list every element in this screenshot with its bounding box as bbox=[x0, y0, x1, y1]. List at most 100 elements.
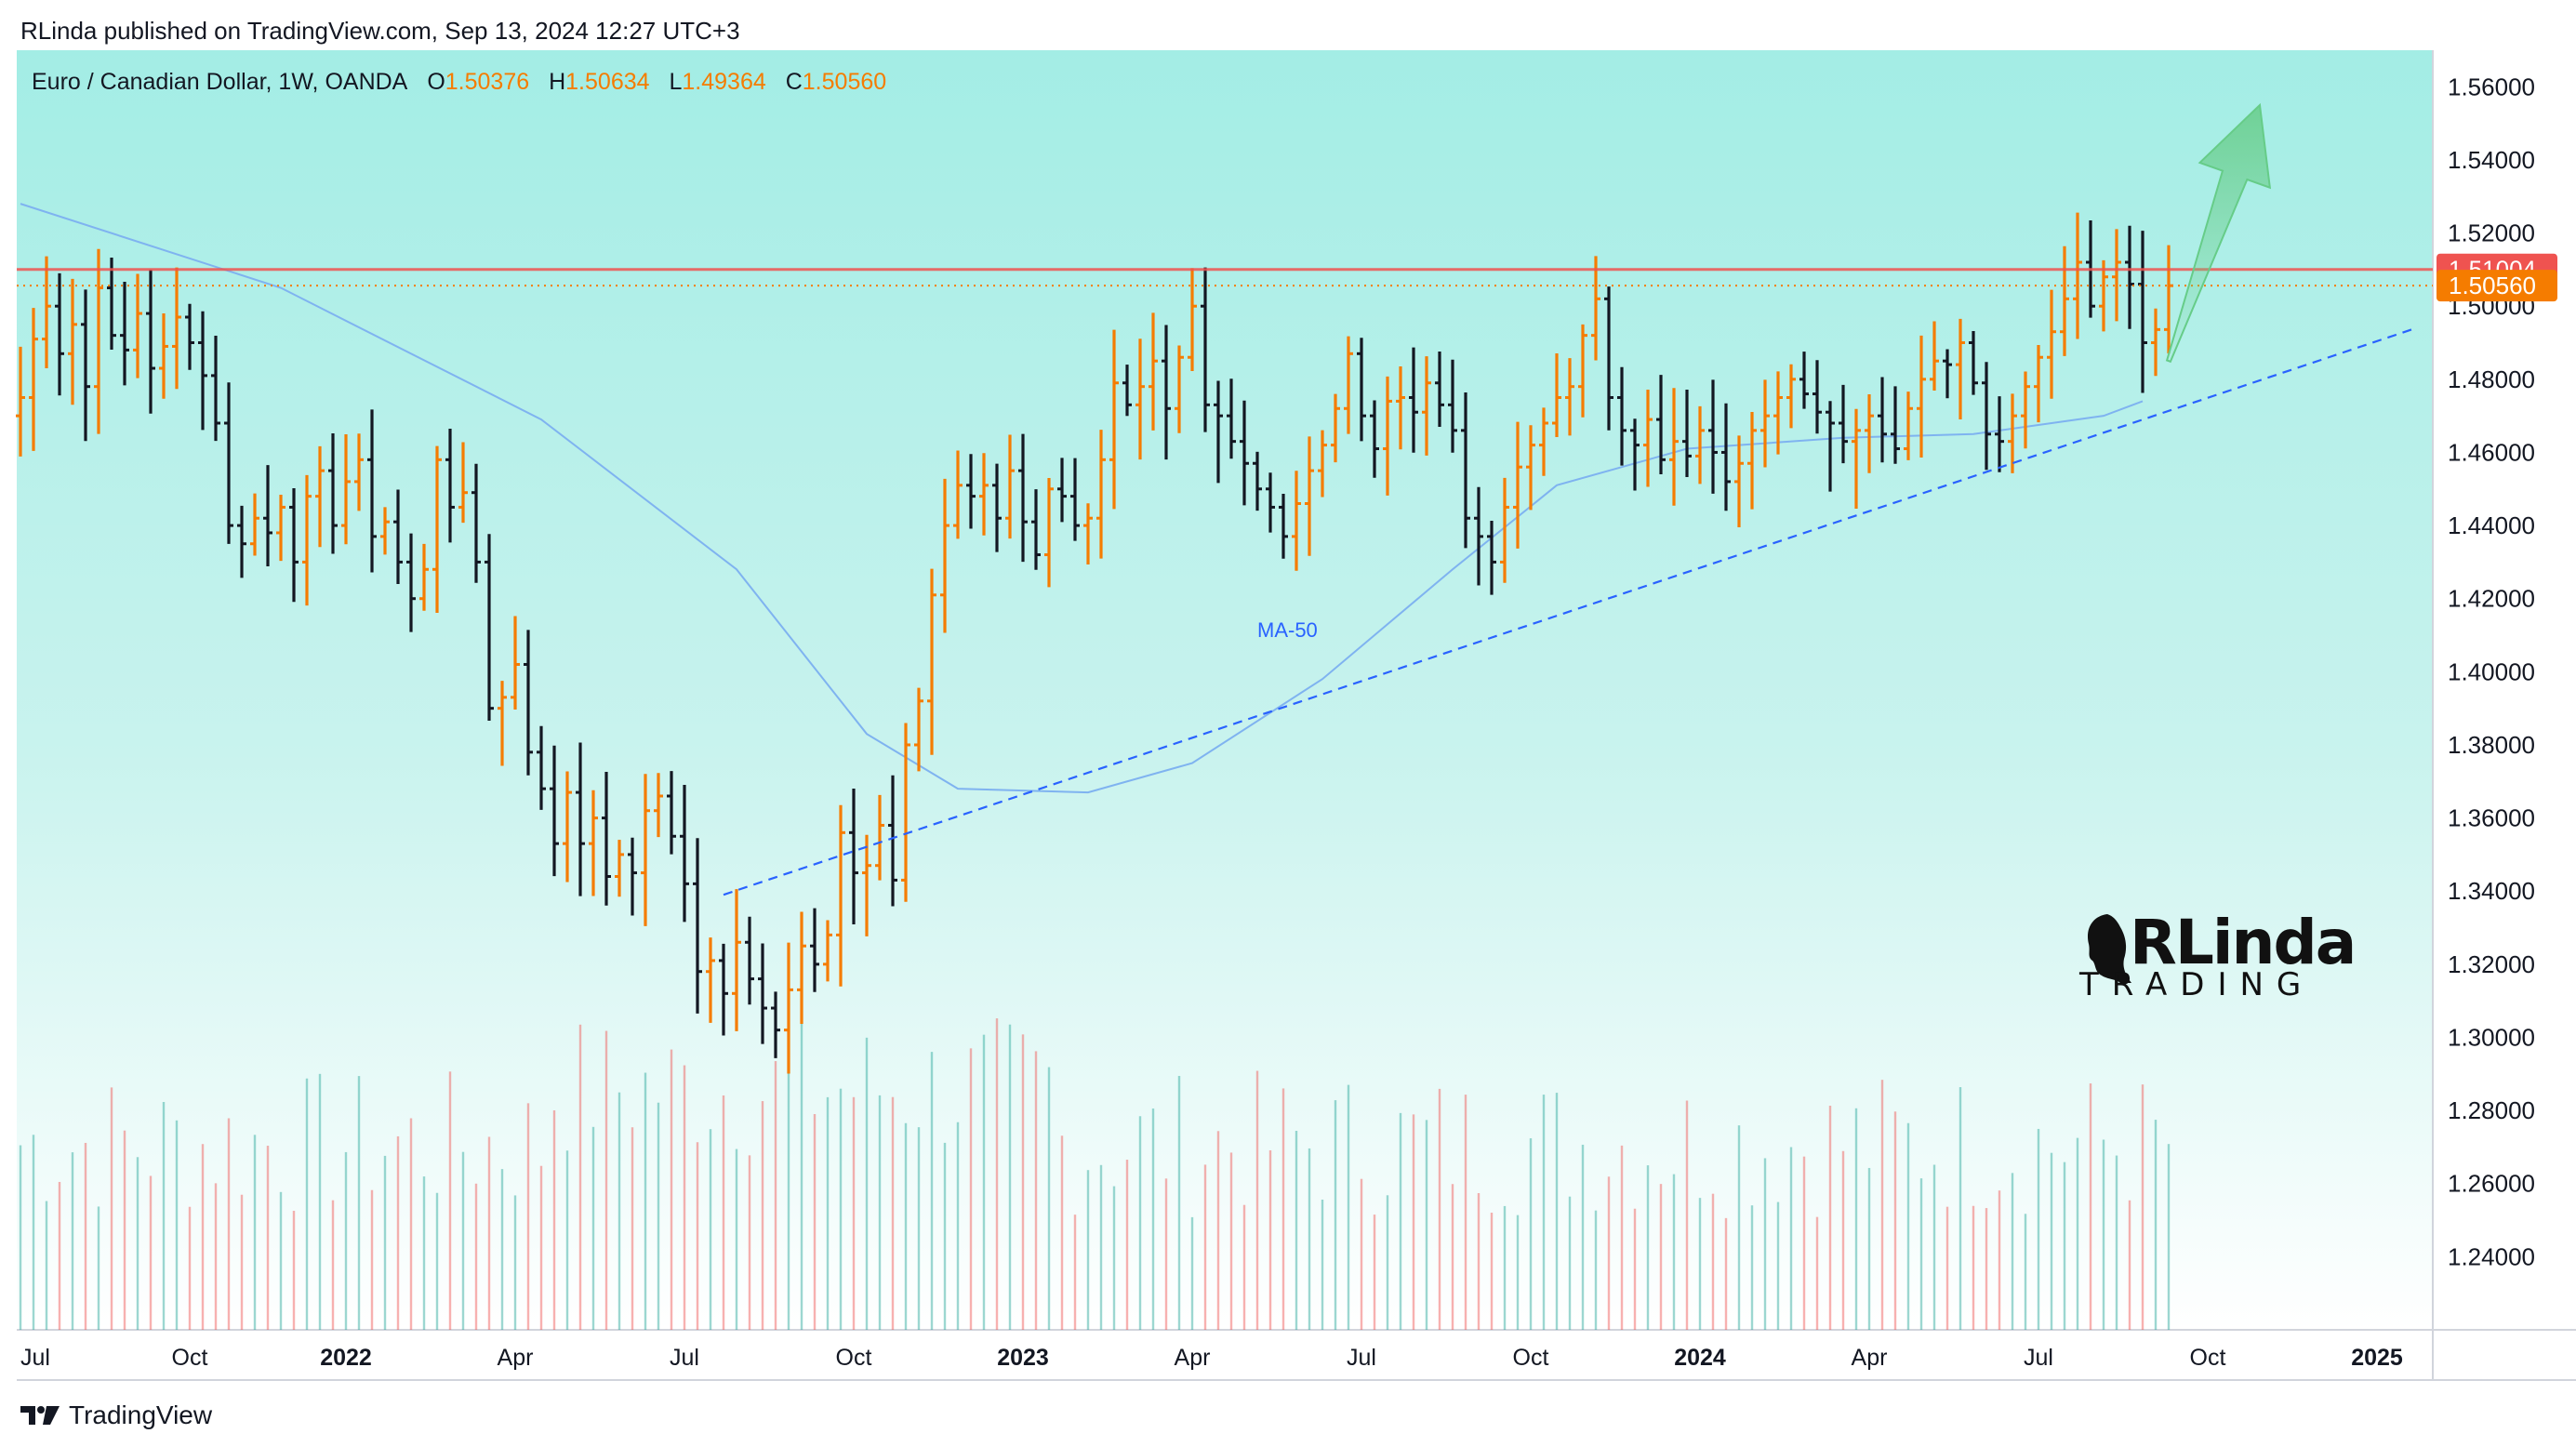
volume-bar bbox=[1086, 1170, 1090, 1330]
ohlc-bar bbox=[1565, 358, 1574, 436]
volume-bar bbox=[1464, 1095, 1467, 1330]
volume-bar bbox=[787, 1066, 790, 1330]
ohlc-bar bbox=[328, 433, 338, 554]
volume-bar bbox=[1711, 1193, 1715, 1330]
low-value: 1.49364 bbox=[682, 69, 766, 95]
ohlc-bar bbox=[485, 534, 494, 721]
price-tick-label: 1.36000 bbox=[2448, 804, 2535, 832]
time-axis[interactable]: Jul Oct 2022 Apr Jul Oct 2023 Apr Jul Oct 2024 Apr J… bbox=[20, 1345, 2403, 1371]
ohlc-bar bbox=[419, 543, 429, 611]
ohlc-bar bbox=[146, 269, 155, 414]
price-tick-label: 1.34000 bbox=[2448, 877, 2535, 905]
ohlc-bar bbox=[2021, 371, 2030, 449]
ohlc-bar bbox=[1383, 376, 1392, 496]
ohlc-bar bbox=[2112, 229, 2121, 322]
ohlc-bar bbox=[1357, 338, 1366, 442]
volume-bar bbox=[1164, 1178, 1168, 1330]
ohlc-bar bbox=[1656, 375, 1666, 475]
volume-bar bbox=[1998, 1190, 2001, 1330]
volume-bar bbox=[1112, 1186, 1116, 1330]
ohlc-bar bbox=[1669, 388, 1679, 506]
volume-bar bbox=[1099, 1164, 1103, 1330]
price-axis[interactable]: 1.24000 1.26000 1.28000 1.30000 1.32000 1.340… bbox=[2437, 73, 2557, 1270]
volume-bar bbox=[930, 1052, 934, 1330]
ohlc-bar bbox=[159, 312, 168, 399]
volume-bar bbox=[1229, 1152, 1233, 1330]
volume-bar bbox=[565, 1150, 569, 1330]
ohlc-bar bbox=[2008, 393, 2017, 473]
ohlc-bar bbox=[289, 487, 299, 603]
volume-bar bbox=[1425, 1120, 1428, 1330]
volume-bar bbox=[1828, 1105, 1832, 1330]
volume-bar bbox=[1972, 1205, 1975, 1330]
volume-bar bbox=[240, 1194, 244, 1330]
volume-bar bbox=[1321, 1199, 1324, 1330]
volume-bar bbox=[631, 1127, 634, 1330]
ohlc-bar bbox=[1891, 386, 1900, 464]
ohlc-bar bbox=[1604, 286, 1613, 431]
ohlc-bar bbox=[1826, 401, 1835, 492]
volume-bar bbox=[279, 1191, 283, 1330]
volume-bar bbox=[448, 1071, 452, 1330]
ohlc-bar bbox=[1904, 392, 1913, 460]
price-tick-label: 1.48000 bbox=[2448, 365, 2535, 393]
volume-bar bbox=[1073, 1215, 1077, 1330]
volume-bar bbox=[1412, 1114, 1415, 1330]
ohlc-bar bbox=[693, 838, 702, 1014]
ohlc-bar bbox=[68, 278, 77, 405]
tradingview-footer[interactable]: TradingView bbox=[20, 1401, 212, 1430]
time-tick-label: Oct bbox=[2190, 1345, 2226, 1371]
volume-bar bbox=[761, 1101, 764, 1330]
volume-bar bbox=[1399, 1112, 1402, 1330]
volume-bar bbox=[305, 1078, 309, 1330]
time-tick-label: Oct bbox=[836, 1345, 872, 1371]
volume-bar bbox=[1633, 1208, 1637, 1330]
bullish-arrow[interactable] bbox=[2165, 102, 2272, 364]
volume-bar bbox=[1373, 1215, 1376, 1330]
ohlc-bar bbox=[120, 281, 129, 386]
ohlc-bar bbox=[966, 454, 976, 529]
ohlc-bar bbox=[771, 991, 780, 1058]
ohlc-bar bbox=[1982, 362, 1991, 471]
symbol-name[interactable]: Euro / Canadian Dollar, 1W, OANDA bbox=[32, 69, 408, 95]
volume-bar bbox=[748, 1155, 751, 1330]
ohlc-bar bbox=[198, 311, 207, 431]
volume-bar bbox=[982, 1034, 986, 1330]
ohlc-bar bbox=[628, 837, 637, 916]
ohlc-bar bbox=[172, 267, 181, 390]
ohlc-bar bbox=[589, 790, 598, 896]
volume-bar bbox=[2115, 1155, 2118, 1330]
volume-bar bbox=[84, 1142, 87, 1330]
price-tick-label: 1.32000 bbox=[2448, 950, 2535, 978]
ohlc-bar bbox=[667, 771, 676, 855]
volume-bar bbox=[1906, 1122, 1910, 1330]
volume-bar bbox=[683, 1065, 686, 1330]
ohlc-bar bbox=[537, 725, 546, 810]
ohlc-bar bbox=[1513, 421, 1522, 549]
volume-bar bbox=[1268, 1149, 1272, 1330]
volume-bar bbox=[435, 1192, 439, 1330]
ohlc-bar bbox=[107, 257, 116, 351]
volume-bar bbox=[865, 1037, 869, 1330]
close-value: 1.50560 bbox=[802, 69, 887, 95]
price-tick-label: 1.26000 bbox=[2448, 1170, 2535, 1198]
volume-bar bbox=[383, 1155, 387, 1330]
ohlc-bar bbox=[1682, 389, 1692, 477]
ohlc-bar bbox=[1188, 268, 1197, 372]
ohlc-bar bbox=[1422, 356, 1431, 456]
ohlc-bar bbox=[250, 493, 259, 556]
ohlc-bar bbox=[94, 248, 103, 434]
ohlc-bar bbox=[81, 289, 90, 442]
last-price-badge bbox=[2437, 270, 2557, 302]
volume-bar bbox=[969, 1048, 973, 1330]
ohlc-bar bbox=[1266, 472, 1275, 533]
time-tick-label: Apr bbox=[1852, 1345, 1888, 1371]
ohlc-bar bbox=[341, 433, 351, 545]
ohlc-bar bbox=[1292, 471, 1301, 571]
ascending-trendline[interactable] bbox=[723, 326, 2417, 896]
volume-bar bbox=[292, 1210, 296, 1330]
symbol-legend: Euro / Canadian Dollar, 1W, OANDA O1.503… bbox=[32, 69, 899, 96]
ohlc-bar bbox=[1799, 352, 1809, 409]
volume-bar bbox=[162, 1101, 166, 1330]
